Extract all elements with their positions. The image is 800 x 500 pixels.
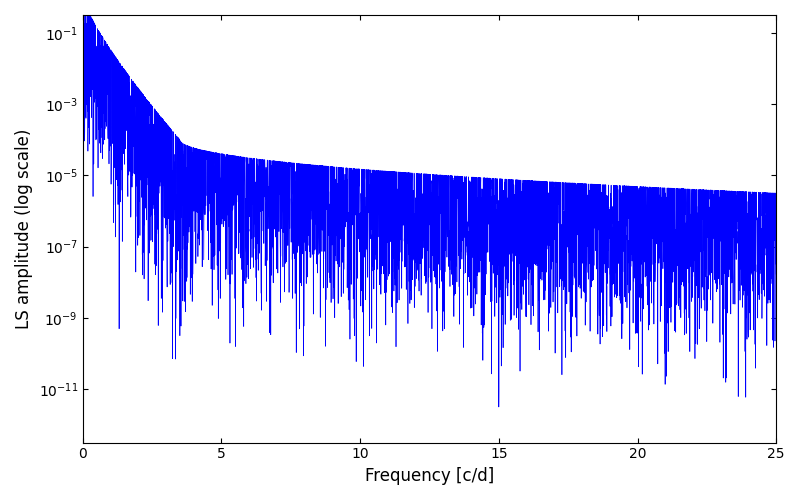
Y-axis label: LS amplitude (log scale): LS amplitude (log scale): [15, 128, 33, 329]
X-axis label: Frequency [c/d]: Frequency [c/d]: [365, 467, 494, 485]
